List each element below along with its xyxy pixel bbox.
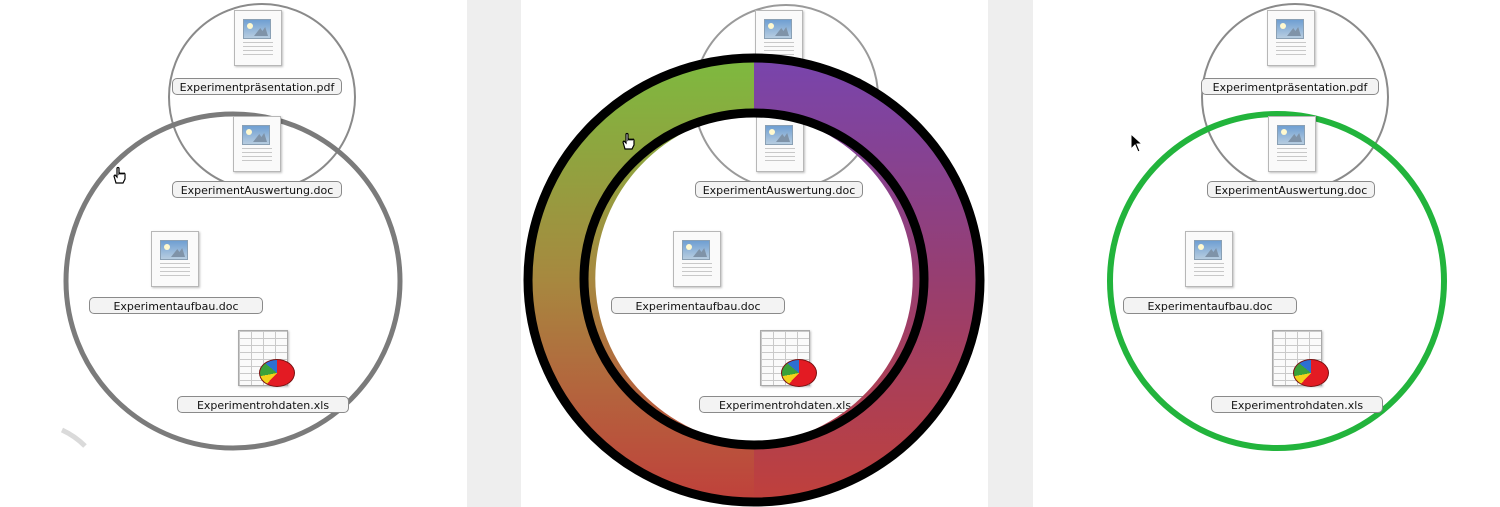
file-label[interactable]: Experimentaufbau.doc	[89, 297, 263, 314]
ring-segment-left[interactable]	[528, 58, 754, 502]
divider-2	[988, 0, 1033, 507]
document-icon	[1185, 231, 1233, 287]
panel-3-rings	[1107, 3, 1447, 451]
divider-1	[467, 0, 521, 507]
marking-menu-ring[interactable]	[521, 0, 988, 507]
panel-1: Experimentpräsentation.pdf ExperimentAus…	[0, 0, 467, 507]
file-label[interactable]: ExperimentAuswertung.doc	[695, 181, 863, 198]
document-icon	[234, 10, 282, 66]
arrow-cursor-icon	[1130, 133, 1144, 153]
file-label[interactable]: ExperimentAuswertung.doc	[172, 181, 342, 198]
ring-fragment	[60, 427, 87, 448]
document-icon	[151, 231, 199, 287]
spreadsheet-icon	[760, 330, 817, 387]
file-label[interactable]: Experimentrohdaten.xls	[177, 396, 349, 413]
panel-3: Experimentpräsentation.pdf ExperimentAus…	[1033, 0, 1500, 507]
file-label[interactable]: Experimentaufbau.doc	[1123, 297, 1297, 314]
document-icon	[673, 231, 721, 287]
document-icon	[233, 116, 281, 172]
document-icon	[1267, 10, 1315, 66]
ring-segment-right[interactable]	[754, 58, 980, 502]
document-icon	[1268, 116, 1316, 172]
file-label[interactable]: Experimentrohdaten.xls	[1211, 396, 1383, 413]
file-label[interactable]: Experimentpräsentation.pdf	[172, 78, 342, 95]
document-icon	[756, 116, 804, 172]
bottom-selection-ring[interactable]	[63, 111, 403, 451]
file-label[interactable]: Experimentpräsentation.pdf	[1201, 78, 1379, 95]
file-label[interactable]: Experimentrohdaten.xls	[699, 396, 871, 413]
panel-2: Experimentpräsentation.pdf ExperimentAus…	[521, 0, 988, 507]
file-label[interactable]: ExperimentAuswertung.doc	[1207, 181, 1375, 198]
spreadsheet-icon	[1272, 330, 1329, 387]
confirmed-selection-ring[interactable]	[1107, 111, 1447, 451]
panel-1-rings	[60, 3, 403, 451]
file-label[interactable]: Experimentaufbau.doc	[611, 297, 785, 314]
hand-cursor-icon	[622, 132, 635, 150]
hand-cursor-icon	[113, 166, 126, 184]
spreadsheet-icon	[238, 330, 295, 387]
